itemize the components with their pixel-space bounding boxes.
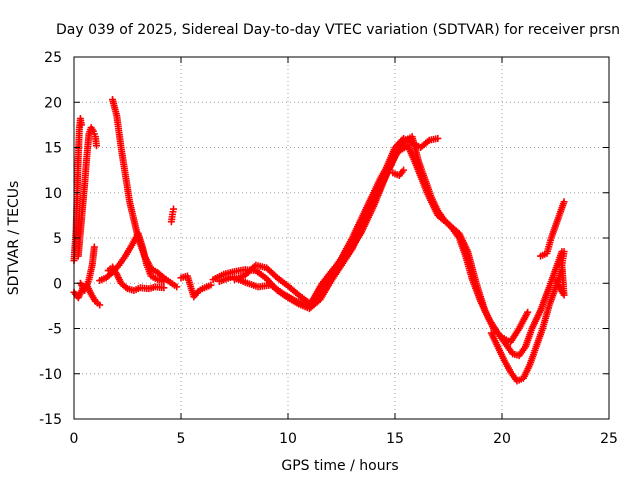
data-point	[207, 281, 215, 289]
x-tick-label: 25	[600, 431, 618, 447]
data-point	[434, 134, 442, 142]
data-point	[173, 283, 181, 291]
series-late-22	[537, 198, 568, 260]
series-rise-1	[74, 124, 100, 260]
tick-marks	[73, 56, 610, 420]
series-tail-22.8	[552, 248, 568, 299]
data-points	[70, 96, 568, 385]
data-point	[92, 142, 100, 150]
series-seg-5	[177, 272, 215, 301]
series-flat-15.4	[389, 166, 408, 180]
data-point	[524, 308, 532, 316]
y-tick-label: 10	[44, 186, 62, 202]
data-point	[160, 284, 168, 292]
y-tick-label: 0	[53, 276, 62, 292]
y-tick-label: 25	[44, 50, 62, 66]
series-blip-4.6	[167, 205, 178, 226]
y-tick-label: 20	[44, 95, 62, 111]
data-point	[560, 248, 568, 256]
y-tick-label: 5	[53, 231, 62, 247]
x-tick-label: 5	[177, 431, 186, 447]
series-day-c	[216, 142, 532, 346]
y-axis-label: SDTVAR / TECUs	[6, 181, 22, 296]
data-point	[90, 243, 98, 251]
data-point	[560, 198, 568, 206]
y-tick-label: -5	[48, 322, 62, 338]
y-tick-label: -15	[39, 412, 62, 428]
series-rise-0	[70, 115, 85, 265]
series-day-b	[231, 134, 442, 307]
x-tick-labels: 0 5 10 15 20 25	[70, 431, 618, 447]
y-tick-labels: -15 -10 -5 0 5 10 15 20 25	[39, 50, 62, 428]
series-dip-2	[104, 263, 168, 294]
x-tick-label: 0	[70, 431, 79, 447]
data-point	[77, 121, 85, 129]
data-point	[170, 205, 178, 213]
y-tick-label: -10	[39, 367, 62, 383]
data-point	[96, 301, 104, 309]
x-tick-label: 10	[279, 431, 297, 447]
data-point	[497, 332, 505, 340]
data-point	[160, 277, 168, 285]
series-low-1	[76, 243, 98, 294]
grid-lines	[74, 57, 609, 419]
x-tick-label: 20	[493, 431, 511, 447]
x-axis-label: GPS time / hours	[281, 458, 398, 474]
y-tick-label: 15	[44, 141, 62, 157]
x-tick-label: 15	[386, 431, 404, 447]
chart-title: Day 039 of 2025, Sidereal Day-to-day VTE…	[56, 22, 620, 38]
data-point	[400, 166, 408, 174]
